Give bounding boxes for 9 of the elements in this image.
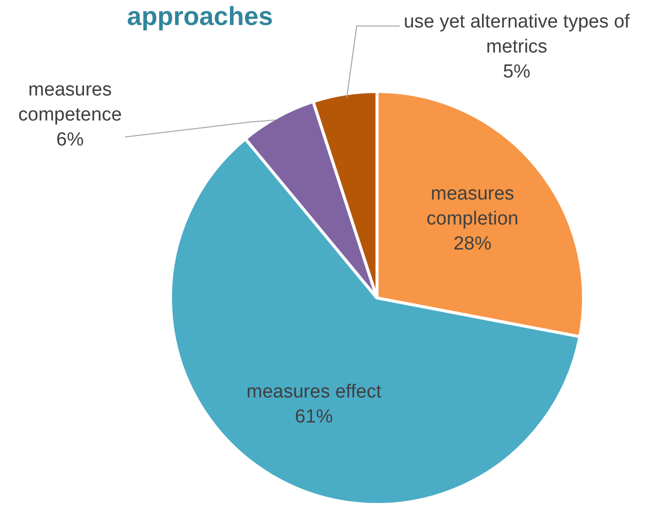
data-label: 61% xyxy=(294,406,334,428)
data-label: 6% xyxy=(56,129,84,150)
chart-title: approaches xyxy=(127,1,273,32)
data-label: 28% xyxy=(453,233,492,254)
slice-label: use yet alternative types of metrics xyxy=(404,11,630,58)
data-label: 5% xyxy=(502,61,531,82)
slice-label: measures completion xyxy=(426,183,518,230)
slice-label: measures competence xyxy=(18,79,122,126)
slice-label: measures effect xyxy=(246,381,382,402)
